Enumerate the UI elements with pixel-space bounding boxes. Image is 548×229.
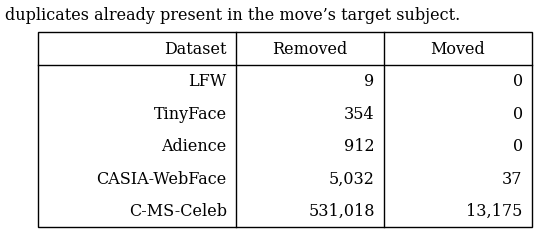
- Text: 0: 0: [512, 73, 523, 90]
- Text: C-MS-Celeb: C-MS-Celeb: [129, 202, 227, 219]
- Text: 531,018: 531,018: [308, 202, 375, 219]
- Text: Removed: Removed: [272, 41, 347, 58]
- Text: 13,175: 13,175: [466, 202, 523, 219]
- Text: LFW: LFW: [189, 73, 227, 90]
- Text: 9: 9: [364, 73, 375, 90]
- Text: CASIA-WebFace: CASIA-WebFace: [96, 170, 227, 187]
- Text: TinyFace: TinyFace: [153, 105, 227, 122]
- Text: 37: 37: [502, 170, 523, 187]
- Text: duplicates already present in the move’s target subject.: duplicates already present in the move’s…: [5, 7, 461, 24]
- Text: Dataset: Dataset: [164, 41, 227, 58]
- Text: 354: 354: [344, 105, 375, 122]
- Text: 912: 912: [344, 138, 375, 155]
- Text: Moved: Moved: [430, 41, 485, 58]
- Text: 5,032: 5,032: [329, 170, 375, 187]
- Text: 0: 0: [512, 138, 523, 155]
- Text: Adience: Adience: [162, 138, 227, 155]
- Text: 0: 0: [512, 105, 523, 122]
